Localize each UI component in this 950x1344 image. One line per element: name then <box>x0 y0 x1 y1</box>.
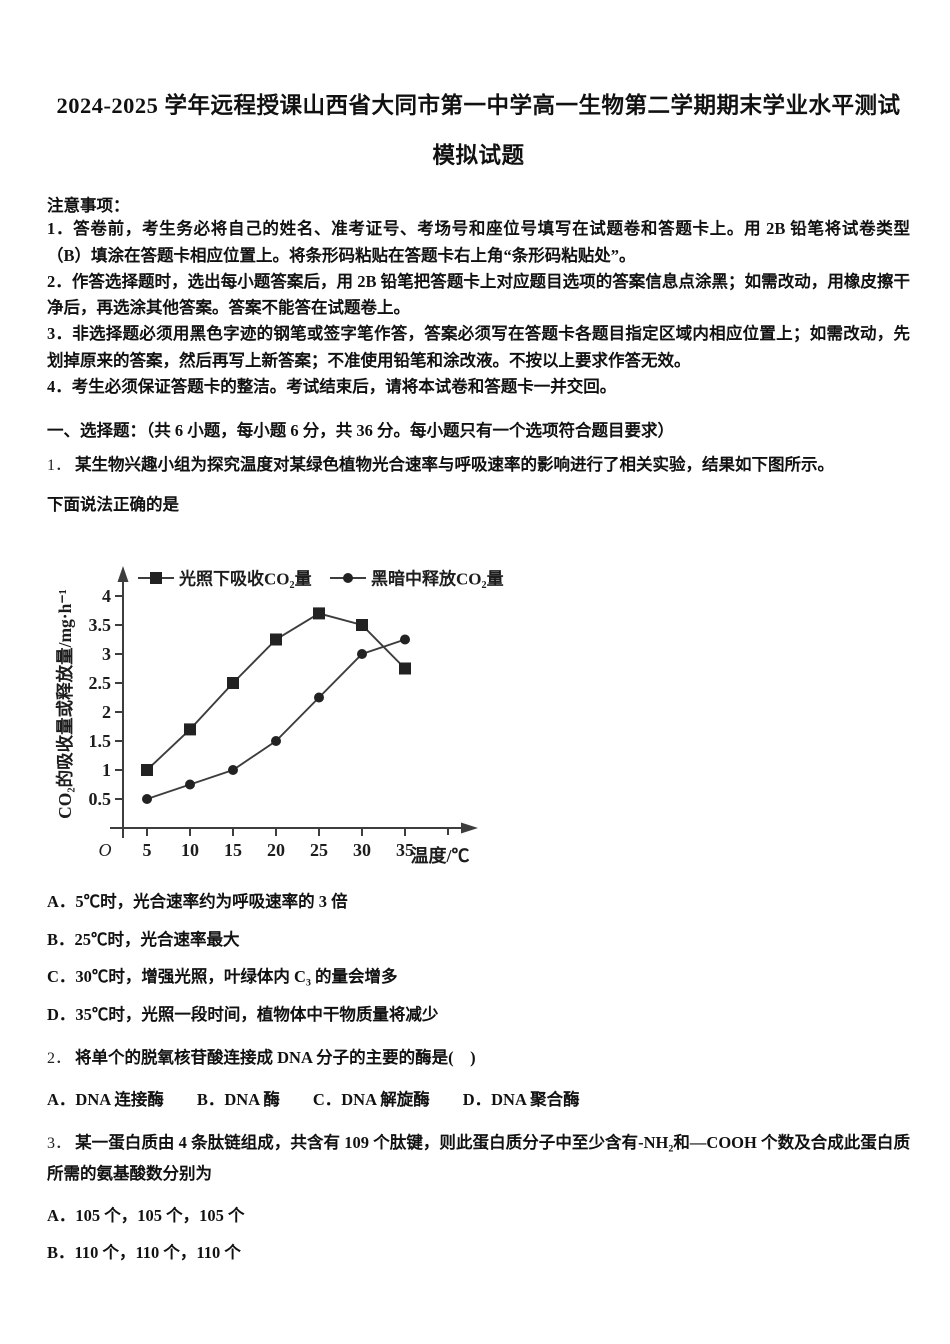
question-1-stem: 1． 某生物兴趣小组为探究温度对某绿色植物光合速率与呼吸速率的影响进行了相关实验，… <box>47 450 910 481</box>
question-1-stem-line2: 下面说法正确的是 <box>47 495 179 515</box>
svg-text:CO₂的吸收量或释放量/mg·h⁻¹: CO₂的吸收量或释放量/mg·h⁻¹ <box>55 589 75 819</box>
question-2-text: 将单个的脱氧核苷酸连接成 DNA 分子的主要的酶是( ) <box>75 1047 476 1067</box>
notice-item: 1．答卷前，考生务必将自己的姓名、准考证号、考场号和座位号填写在试题卷和答题卡上… <box>47 219 910 265</box>
page-title: 2024-2025 学年远程授课山西省大同市第一中学高一生物第二学期期末学业水平… <box>56 93 901 118</box>
question-1-text: 某生物兴趣小组为探究温度对某绿色植物光合速率与呼吸速率的影响进行了相关实验，结果… <box>75 455 835 475</box>
notice-item: 3．非选择题必须用黑色字迹的钢笔或签字笔作答，答案必须写在答题卡各题目指定区域内… <box>47 324 910 370</box>
question-1-number: 1． <box>47 457 72 475</box>
question-3-text: 某一蛋白质由 4 条肽链组成，共含有 109 个肽键，则此蛋白质分子中至少含有-… <box>47 1133 910 1184</box>
svg-text:4: 4 <box>102 586 111 606</box>
svg-text:25: 25 <box>310 840 328 860</box>
notice-item: 2．作答选择题时，选出每小题答案后，用 2B 铅笔把答题卡上对应题目选项的答案信… <box>47 271 910 318</box>
question-1-option-d: D．35℃时，光照一段时间，植物体中干物质量将减少 <box>47 1004 439 1024</box>
svg-text:黑暗中释放CO₂量: 黑暗中释放CO₂量 <box>371 569 504 589</box>
svg-text:20: 20 <box>267 840 285 860</box>
question-1-option-b: B．25℃时，光合速率最大 <box>47 929 240 949</box>
question-3-number: 3． <box>47 1135 72 1153</box>
svg-text:2: 2 <box>102 702 111 722</box>
svg-text:5: 5 <box>143 840 152 860</box>
question-1-option-a: A．5℃时，光合速率约为呼吸速率的 3 倍 <box>47 892 348 912</box>
notice-item: 4．考生必须保证答题卡的整洁。考试结束后，请将本试卷和答题卡一并交回。 <box>47 377 617 397</box>
svg-text:光照下吸收CO₂量: 光照下吸收CO₂量 <box>178 569 312 589</box>
svg-text:15: 15 <box>224 840 242 860</box>
svg-text:3.5: 3.5 <box>89 615 112 635</box>
svg-text:温度/℃: 温度/℃ <box>410 845 469 866</box>
page-subtitle: 模拟试题 <box>432 143 525 169</box>
question-2-stem: 2． 将单个的脱氧核苷酸连接成 DNA 分子的主要的酶是( ) <box>47 1043 910 1074</box>
question-3-option-b: B．110 个，110 个，110 个 <box>47 1243 241 1263</box>
svg-text:10: 10 <box>181 840 199 860</box>
svg-text:3: 3 <box>102 644 111 664</box>
section-heading: 一、选择题：（共 6 小题，每小题 6 分，共 36 分。每小题只有一个选项符合… <box>47 421 674 441</box>
notice-heading: 注意事项： <box>47 196 130 216</box>
svg-text:1.5: 1.5 <box>89 731 112 751</box>
question-2-options: A．DNA 连接酶 B．DNA 酶 C．DNA 解旋酶 D．DNA 聚合酶 <box>47 1090 580 1110</box>
svg-text:1: 1 <box>102 760 111 780</box>
question-1-option-c: C．30℃时，增强光照，叶绿体内 C₃ 的量会增多 <box>47 967 398 987</box>
question-2-number: 2． <box>47 1049 72 1067</box>
svg-text:2.5: 2.5 <box>89 673 112 693</box>
svg-text:30: 30 <box>353 840 371 860</box>
q1-chart: 0.5 1 1.5 2 2.5 3 3.5 4 5 10 15 20 25 30 35 O 温度/℃ CO₂的吸收… <box>45 528 507 874</box>
svg-text:0.5: 0.5 <box>89 789 112 809</box>
svg-text:O: O <box>99 840 112 860</box>
question-3-stem: 3． 某一蛋白质由 4 条肽链组成，共含有 109 个肽键，则此蛋白质分子中至少含… <box>47 1128 910 1189</box>
svg-text:35: 35 <box>396 840 414 860</box>
question-3-option-a: A．105 个，105 个，105 个 <box>47 1205 245 1225</box>
q1-chart-svg: 0.5 1 1.5 2 2.5 3 3.5 4 5 10 15 20 25 30 35 O 温度/℃ CO₂的吸收… <box>55 566 504 866</box>
